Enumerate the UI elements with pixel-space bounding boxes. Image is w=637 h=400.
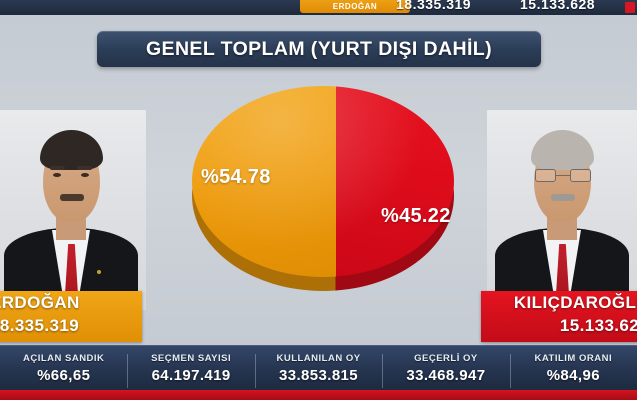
stat-katilim-orani: KATILIM ORANI %84,96: [509, 349, 637, 388]
stat-value: %84,96: [546, 366, 600, 384]
ticker-value-2: 15.133.628: [520, 0, 596, 12]
stat-kullanilan-oy: KULLANILAN OY 33.853.815: [254, 349, 382, 388]
page-title: GENEL TOPLAM (YURT DIŞI DAHİL): [97, 31, 541, 67]
photo-erdogan: [0, 110, 146, 310]
candidate-name-erdogan: ERDOĞAN: [0, 293, 80, 312]
pie-slice-erdogan: [192, 86, 336, 277]
stat-value: %66,65: [37, 366, 91, 384]
candidate-photo-erdogan: [0, 110, 146, 310]
stat-label: KULLANILAN OY: [276, 352, 361, 364]
photo-kilicdaroglu: [487, 110, 637, 310]
pie-chart: %54.78 %45.22: [192, 86, 454, 291]
stat-value: 33.853.815: [278, 366, 359, 384]
stat-label: GEÇERLİ OY: [414, 352, 478, 364]
pie-label-erdogan: %54.78: [201, 166, 271, 188]
eye-left: [53, 173, 61, 177]
stat-secmen-sayisi: SEÇMEN SAYISI 64.197.419: [127, 349, 254, 388]
candidate-votes-kilicdaroglu: 15.133.628: [559, 316, 637, 335]
ticker-leader-chip: ERDOĞAN: [300, 0, 410, 13]
lapel-pin-icon: [97, 270, 101, 274]
candidate-name-kilicdaroglu: KILIÇDAROĞLU: [513, 293, 637, 312]
candidate-photo-kilicdaroglu: [487, 110, 637, 310]
eyebrow-left: [50, 166, 65, 170]
stats-bar: AÇILAN SANDIK %66,65 SEÇMEN SAYISI 64.19…: [0, 345, 637, 390]
moustache-shape: [60, 194, 84, 201]
bottom-accent-strip: [0, 390, 637, 400]
candidate-votes-erdogan: 18.335.319: [0, 316, 80, 335]
eye-right: [81, 173, 89, 177]
stat-acilan-sandik: AÇILAN SANDIK %66,65: [0, 349, 127, 387]
stat-value: 64.197.419: [151, 366, 231, 384]
stat-label: KATILIM ORANI: [534, 352, 613, 364]
stat-value: 33.468.947: [406, 366, 486, 384]
glasses-icon: [535, 169, 591, 182]
stat-label: AÇILAN SANDIK: [22, 352, 105, 364]
pie-label-kilicdaroglu: %45.22: [381, 205, 451, 227]
top-ticker: ERDOĞAN 18.335.319 15.133.628: [0, 0, 637, 15]
stat-gecerli-oy: GEÇERLİ OY 33.468.947: [382, 349, 509, 388]
hair-shape: [531, 130, 594, 170]
pie-surface: [192, 86, 454, 277]
hair-shape: [40, 130, 103, 170]
ticker-corner-chip: [625, 2, 635, 13]
name-banner-erdogan: ERDOĞAN 18.335.319: [0, 291, 142, 342]
pie-slice-kilicdaroglu: [335, 86, 454, 277]
name-banner-kilicdaroglu: KILIÇDAROĞLU 15.133.628: [481, 291, 637, 342]
page-title-text: GENEL TOPLAM (YURT DIŞI DAHİL): [145, 37, 493, 60]
ticker-value-1: 18.335.319: [396, 0, 472, 12]
stat-label: SEÇMEN SAYISI: [151, 352, 232, 364]
eyebrow-right: [77, 166, 92, 170]
moustache-shape: [551, 194, 575, 201]
